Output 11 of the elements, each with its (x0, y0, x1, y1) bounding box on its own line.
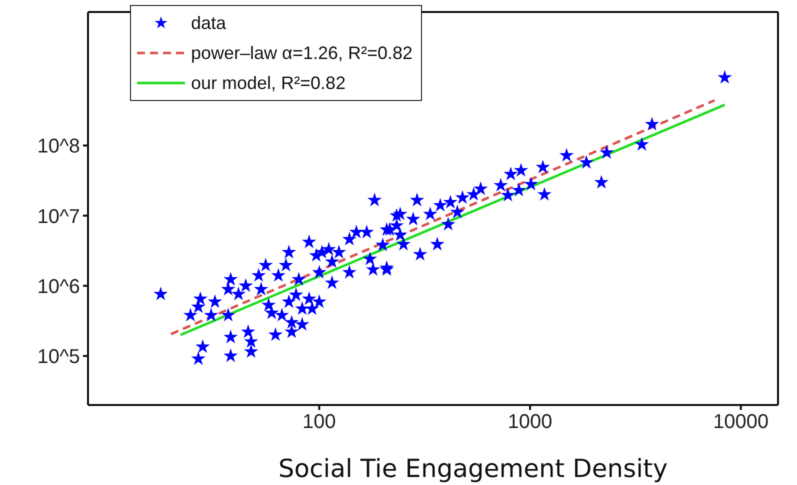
legend-label: data (191, 12, 226, 34)
y-tick-label: 10^7 (37, 206, 80, 228)
y-tick-label: 10^6 (37, 276, 80, 298)
x-tick-label: 10000 (713, 411, 769, 434)
legend-label: our model, R²=0.82 (191, 72, 346, 94)
x-axis-title: Social Tie Engagement Density (278, 454, 668, 483)
x-tick-label: 1000 (508, 411, 552, 434)
legend-label: power–law α=1.26, R²=0.82 (191, 42, 413, 64)
y-tick-label: 10^5 (37, 346, 80, 368)
x-tick-label: 100 (302, 411, 336, 434)
y-tick-label: 10^8 (37, 136, 80, 158)
